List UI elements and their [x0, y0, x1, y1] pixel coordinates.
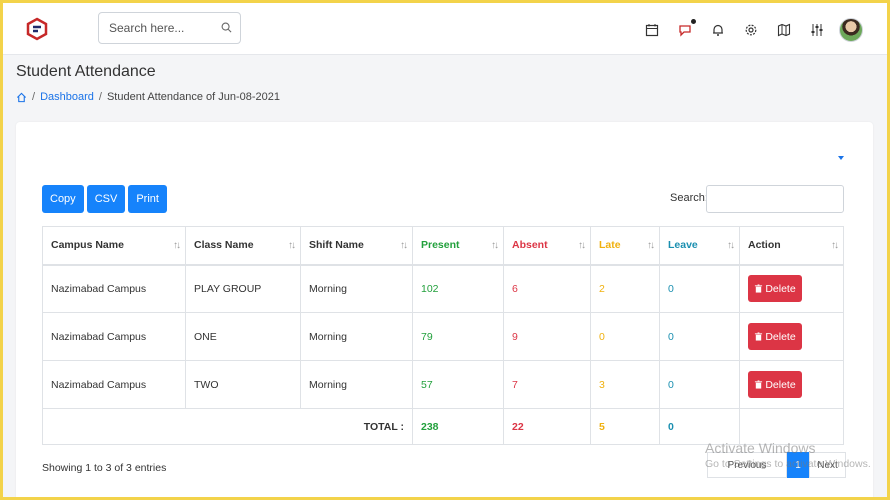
- delete-button[interactable]: Delete: [748, 323, 802, 350]
- csv-button[interactable]: CSV: [86, 185, 126, 213]
- sort-icon[interactable]: ↑↓: [727, 240, 735, 251]
- campus-cell: Nazimabad Campus: [42, 264, 186, 313]
- collapse-caret-icon[interactable]: [838, 156, 844, 160]
- total-present: 238: [412, 408, 504, 445]
- present-cell: 57: [412, 360, 504, 409]
- column-header-leave[interactable]: Leave ↑↓: [659, 226, 740, 266]
- absent-cell: 7: [503, 360, 591, 409]
- total-absent: 22: [503, 408, 591, 445]
- notification-dot: [691, 19, 696, 24]
- table-row: Nazimabad Campus PLAY GROUP Morning 102 …: [42, 264, 844, 313]
- absent-cell: 9: [503, 312, 591, 361]
- column-header-action[interactable]: Action ↑↓: [739, 226, 844, 266]
- header-search[interactable]: [98, 12, 241, 44]
- watermark-line-2: Go to Settings to activate Windows.: [705, 458, 871, 470]
- total-label: TOTAL :: [42, 408, 413, 445]
- trash-icon: [755, 380, 763, 389]
- present-cell: 102: [412, 264, 504, 313]
- pagination-page-1[interactable]: 1: [787, 452, 809, 478]
- shift-cell: Morning: [300, 312, 413, 361]
- column-header-shift-name[interactable]: Shift Name ↑↓: [300, 226, 413, 266]
- map-icon[interactable]: [776, 22, 792, 38]
- total-late: 5: [590, 408, 660, 445]
- campus-cell: Nazimabad Campus: [42, 312, 186, 361]
- copy-button[interactable]: Copy: [42, 185, 84, 213]
- chat-icon[interactable]: [677, 19, 696, 38]
- sort-icon[interactable]: ↑↓: [647, 240, 655, 251]
- total-action-cell: [739, 408, 844, 445]
- gear-icon[interactable]: [743, 22, 759, 38]
- table-search-label: Search:: [670, 192, 708, 204]
- table-row: Nazimabad Campus TWO Morning 57 7 3 0 De…: [42, 360, 844, 409]
- table-row: Nazimabad Campus ONE Morning 79 9 0 0 De…: [42, 312, 844, 361]
- windows-activation-watermark: Activate Windows Go to Settings to activ…: [705, 440, 871, 470]
- class-cell: TWO: [185, 360, 301, 409]
- entries-info: Showing 1 to 3 of 3 entries: [42, 462, 167, 474]
- action-cell: Delete: [739, 312, 844, 361]
- column-header-campus-name[interactable]: Campus Name ↑↓: [42, 226, 186, 266]
- user-avatar[interactable]: [839, 18, 863, 42]
- sort-icon[interactable]: ↑↓: [173, 240, 181, 251]
- delete-button[interactable]: Delete: [748, 371, 802, 398]
- total-leave: 0: [659, 408, 740, 445]
- column-header-absent[interactable]: Absent ↑↓: [503, 226, 591, 266]
- action-cell: Delete: [739, 264, 844, 313]
- shift-cell: Morning: [300, 264, 413, 313]
- pagination: Previous 1 Next: [707, 452, 846, 478]
- present-cell: 79: [412, 312, 504, 361]
- brand-logo[interactable]: [25, 17, 49, 41]
- sort-icon[interactable]: ↑↓: [831, 240, 839, 251]
- pagination-previous[interactable]: Previous: [707, 452, 787, 478]
- print-button[interactable]: Print: [128, 185, 167, 213]
- table-search-input[interactable]: [706, 185, 844, 213]
- attendance-card: Copy CSV Print Search: Campus Name ↑↓ Cla…: [16, 122, 873, 500]
- breadcrumb-current: Student Attendance of Jun-08-2021: [106, 91, 281, 103]
- trash-icon: [755, 332, 763, 341]
- pagination-next[interactable]: Next: [809, 452, 846, 478]
- total-row: TOTAL : 238 22 5 0: [42, 408, 844, 445]
- delete-button[interactable]: Delete: [748, 275, 802, 303]
- bell-icon[interactable]: [710, 22, 726, 38]
- leave-cell: 0: [659, 312, 740, 361]
- search-icon[interactable]: [221, 22, 232, 33]
- column-header-late[interactable]: Late ↑↓: [590, 226, 660, 266]
- sort-icon[interactable]: ↑↓: [288, 240, 296, 251]
- class-cell: PLAY GROUP: [185, 264, 301, 313]
- column-header-class-name[interactable]: Class Name ↑↓: [185, 226, 301, 266]
- absent-cell: 6: [503, 264, 591, 313]
- top-navbar: [3, 3, 887, 55]
- class-cell: ONE: [185, 312, 301, 361]
- calendar-icon[interactable]: [644, 22, 660, 38]
- watermark-line-1: Activate Windows: [705, 440, 816, 456]
- shift-cell: Morning: [300, 360, 413, 409]
- leave-cell: 0: [659, 264, 740, 313]
- breadcrumb: / Dashboard / Student Attendance of Jun-…: [16, 91, 280, 103]
- bottom-border: [3, 497, 890, 500]
- sort-icon[interactable]: ↑↓: [491, 240, 499, 251]
- attendance-table: Campus Name ↑↓ Class Name ↑↓ Shift Name ↑↓ …: [42, 226, 844, 445]
- late-cell: 3: [590, 360, 660, 409]
- column-header-present[interactable]: Present ↑↓: [412, 226, 504, 266]
- sort-icon[interactable]: ↑↓: [578, 240, 586, 251]
- breadcrumb-separator: /: [32, 91, 36, 103]
- trash-icon: [755, 284, 763, 293]
- action-cell: Delete: [739, 360, 844, 409]
- sort-icon[interactable]: ↑↓: [400, 240, 408, 251]
- sliders-icon[interactable]: [809, 22, 825, 38]
- home-icon[interactable]: [16, 92, 27, 103]
- campus-cell: Nazimabad Campus: [42, 360, 186, 409]
- breadcrumb-separator: /: [98, 91, 102, 103]
- page-title: Student Attendance: [16, 63, 156, 80]
- header-search-input[interactable]: [109, 21, 214, 35]
- breadcrumb-dashboard-link[interactable]: Dashboard: [40, 91, 94, 103]
- late-cell: 2: [590, 264, 660, 313]
- late-cell: 0: [590, 312, 660, 361]
- leave-cell: 0: [659, 360, 740, 409]
